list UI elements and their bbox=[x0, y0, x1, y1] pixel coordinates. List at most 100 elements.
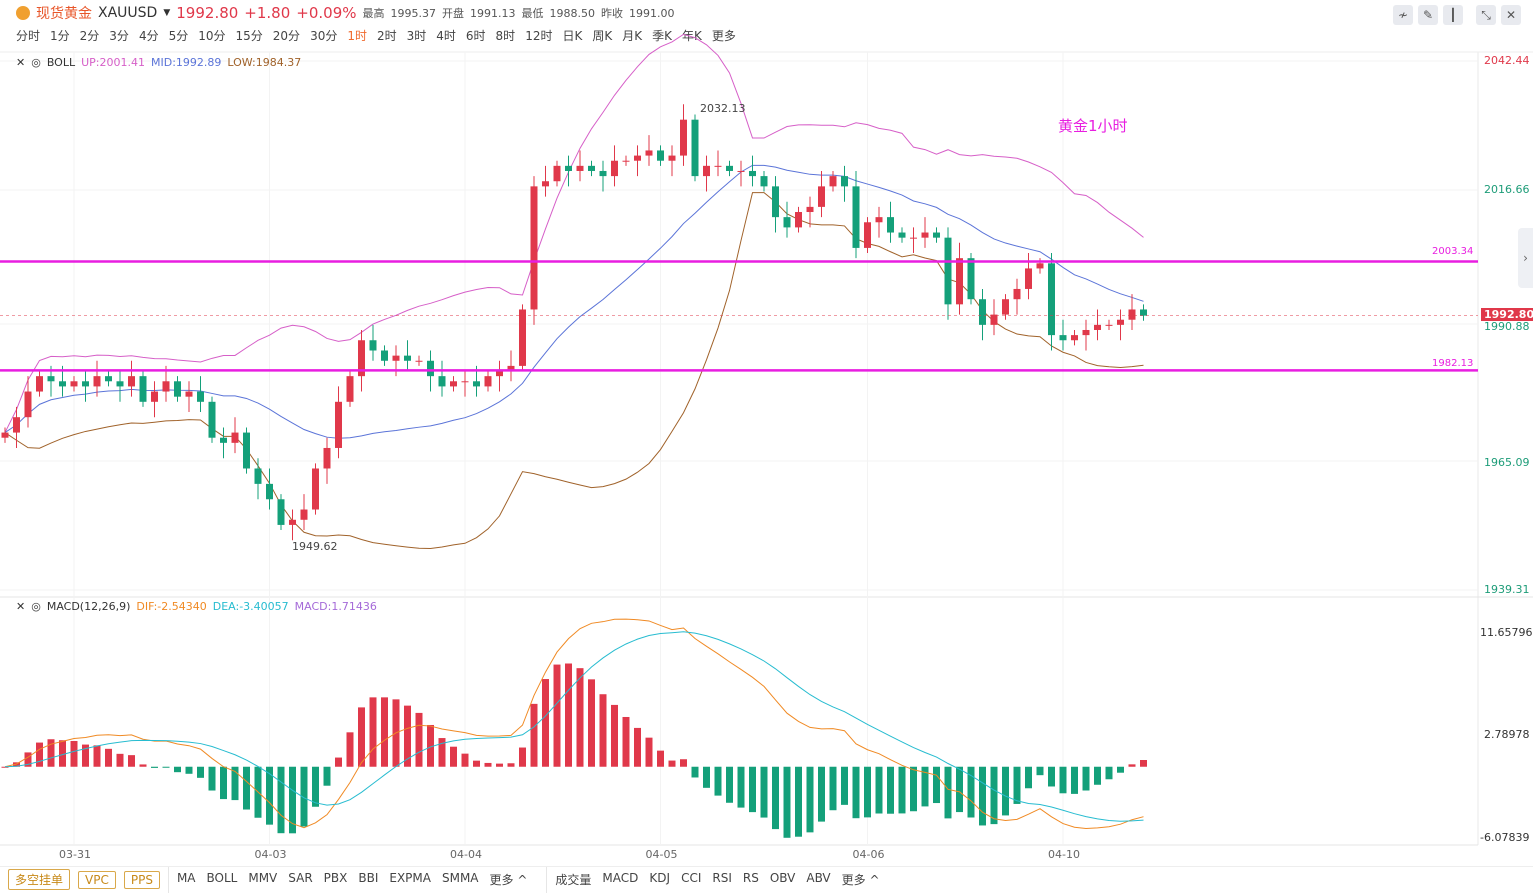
timeframe-14[interactable]: 6时 bbox=[465, 29, 486, 43]
candle-body bbox=[806, 206, 814, 213]
symbol-selector[interactable]: XAUUSD bbox=[98, 5, 158, 21]
macd-histogram-bar bbox=[438, 738, 446, 767]
timeframe-3[interactable]: 3分 bbox=[109, 29, 129, 43]
close-icon[interactable]: ✕ bbox=[1501, 5, 1521, 25]
timeframe-1[interactable]: 1分 bbox=[50, 29, 70, 43]
timeframe-5[interactable]: 5分 bbox=[168, 29, 189, 43]
candle-body bbox=[461, 381, 469, 383]
macd-dea: DEA:-3.40057 bbox=[212, 600, 289, 613]
boll-legend: ✕ ◎ BOLL UP:2001.41 MID:1992.89 LOW:1984.… bbox=[16, 56, 301, 69]
timeframe-20[interactable]: 季K bbox=[652, 29, 672, 43]
timeframe-18[interactable]: 周K bbox=[592, 29, 613, 43]
macd-histogram-bar bbox=[1117, 766, 1124, 773]
candle-body bbox=[542, 181, 549, 187]
candle-body bbox=[519, 309, 526, 366]
chevron-down-icon[interactable]: ▼ bbox=[163, 8, 171, 18]
timeframe-0[interactable]: 分时 bbox=[16, 29, 41, 43]
timeframe-4[interactable]: 4分 bbox=[138, 29, 159, 43]
indicator-button[interactable]: 更多 ^ bbox=[489, 873, 528, 887]
draw-icon[interactable]: ✎ bbox=[1418, 5, 1438, 25]
indicator-button[interactable]: PBX bbox=[323, 871, 348, 885]
timeframe-22[interactable]: 更多 bbox=[711, 29, 736, 43]
hline-label: 1982.13 bbox=[1432, 358, 1474, 369]
macd-histogram-bar bbox=[542, 679, 549, 767]
indicator-button[interactable]: CCI bbox=[681, 871, 702, 885]
macd-histogram-bar bbox=[139, 764, 147, 767]
timeframe-15[interactable]: 8时 bbox=[495, 29, 516, 43]
indicator-button[interactable]: 成交量 bbox=[555, 873, 592, 887]
candle-body bbox=[726, 165, 733, 171]
instrument-name[interactable]: 现货黄金 bbox=[36, 6, 92, 22]
indicator-button[interactable]: ABV bbox=[806, 871, 831, 885]
macd-histogram-bar bbox=[1002, 766, 1009, 816]
settings-icon[interactable]: ◎ bbox=[31, 56, 41, 69]
timeframe-17[interactable]: 日K bbox=[562, 29, 583, 43]
order-button[interactable]: 多空挂单 bbox=[8, 869, 71, 890]
macd-histogram-bar bbox=[151, 766, 158, 768]
candle-body bbox=[634, 155, 641, 161]
expand-panel-icon[interactable]: › bbox=[1518, 228, 1533, 288]
indicator-button[interactable]: SMMA bbox=[441, 871, 479, 885]
indicator-button[interactable]: 更多 ^ bbox=[841, 873, 880, 887]
timeframe-16[interactable]: 12时 bbox=[525, 29, 553, 43]
timeframe-10[interactable]: 1时 bbox=[347, 29, 367, 43]
indicator-button[interactable]: RSI bbox=[712, 871, 732, 885]
candle-body bbox=[335, 401, 342, 448]
candle-body bbox=[300, 509, 308, 520]
candle-body bbox=[116, 381, 124, 387]
indicator-button[interactable]: RS bbox=[742, 871, 759, 885]
timeframe-2[interactable]: 2分 bbox=[79, 29, 100, 43]
macd-histogram-bar bbox=[806, 766, 814, 833]
indicator-icon[interactable]: ≁ bbox=[1393, 5, 1413, 25]
timeframe-6[interactable]: 10分 bbox=[198, 29, 226, 43]
timeframe-11[interactable]: 2时 bbox=[376, 29, 397, 43]
candle-body bbox=[24, 391, 32, 418]
price-axis-label: 1990.88 bbox=[1484, 320, 1530, 333]
candle-body bbox=[1105, 324, 1113, 326]
timeframe-12[interactable]: 3时 bbox=[406, 29, 427, 43]
candle-body bbox=[415, 360, 423, 362]
candle-type-icon[interactable]: ┃ bbox=[1443, 5, 1463, 25]
date-axis-label: 04-03 bbox=[254, 848, 287, 861]
macd-histogram-bar bbox=[829, 766, 837, 811]
timeframe-13[interactable]: 4时 bbox=[436, 29, 456, 43]
settings-icon[interactable]: ◎ bbox=[31, 600, 41, 613]
price-axis-label: 2016.66 bbox=[1484, 183, 1530, 196]
macd-histogram-bar bbox=[415, 712, 423, 767]
timeframe-9[interactable]: 30分 bbox=[310, 29, 338, 43]
price-axis-label: 2042.44 bbox=[1484, 54, 1530, 67]
vpc-button[interactable]: VPC bbox=[78, 870, 116, 889]
candle-body bbox=[438, 376, 446, 387]
candle-body bbox=[1082, 329, 1090, 336]
indicator-button[interactable]: SAR bbox=[288, 871, 313, 885]
indicator-button[interactable]: KDJ bbox=[649, 871, 671, 885]
pps-button[interactable]: PPS bbox=[123, 870, 160, 889]
timeframe-21[interactable]: 年K bbox=[681, 29, 702, 43]
macd-histogram-bar bbox=[197, 766, 204, 778]
macd-histogram-bar bbox=[427, 724, 434, 767]
prev-close-value: 1991.00 bbox=[629, 6, 675, 20]
candle-body bbox=[277, 499, 285, 525]
date-axis-label: 04-04 bbox=[450, 848, 482, 861]
indicator-button[interactable]: MA bbox=[176, 871, 196, 885]
close-icon[interactable]: ✕ bbox=[16, 56, 26, 69]
timeframe-8[interactable]: 20分 bbox=[272, 29, 301, 43]
indicator-button[interactable]: BOLL bbox=[206, 871, 238, 885]
macd-histogram-bar bbox=[13, 762, 20, 767]
indicator-button[interactable]: BBI bbox=[358, 871, 379, 885]
macd-histogram-bar bbox=[611, 704, 618, 767]
indicator-button[interactable]: OBV bbox=[769, 871, 796, 885]
macd-histogram-bar bbox=[622, 716, 630, 767]
collapse-icon[interactable]: ⤡ bbox=[1476, 5, 1496, 25]
candle-body bbox=[36, 376, 43, 392]
indicator-button[interactable]: EXPMA bbox=[389, 871, 431, 885]
timeframe-7[interactable]: 15分 bbox=[235, 29, 263, 43]
macd-histogram-bar bbox=[680, 759, 687, 767]
indicator-button[interactable]: MACD bbox=[602, 871, 639, 885]
indicator-button[interactable]: MMV bbox=[248, 871, 278, 885]
candle-body bbox=[1071, 335, 1078, 341]
timeframe-19[interactable]: 月K bbox=[622, 29, 643, 43]
close-icon[interactable]: ✕ bbox=[16, 600, 26, 613]
candle-body bbox=[450, 381, 457, 387]
